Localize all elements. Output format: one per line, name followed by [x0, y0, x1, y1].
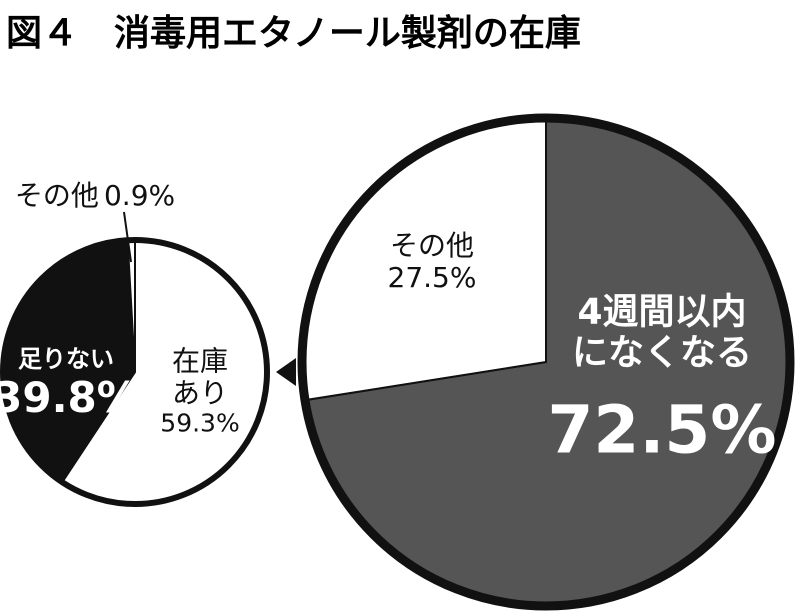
callout-arrow: [276, 358, 296, 386]
category-label: その他: [389, 228, 475, 262]
category-label: 4週間以内になくなる: [571, 291, 752, 375]
value-label: 39.8%: [0, 372, 139, 422]
slice-label: 足りない 39.8%: [0, 345, 139, 422]
chart-title: 図４ 消毒用エタノール製剤の在庫: [6, 13, 581, 54]
slice-label: 在庫あり 59.3%: [160, 345, 239, 438]
category-label: その他: [14, 178, 99, 212]
slice-label: 4週間以内になくなる 72.5%: [548, 292, 777, 469]
slice-label: その他 27.5%: [387, 228, 477, 294]
value-label: 59.3%: [160, 408, 240, 438]
pie-outline: [0, 237, 270, 507]
slice-label: その他 0.9%: [14, 178, 176, 212]
value-label: 0.9%: [103, 178, 176, 212]
leader-line: [123, 211, 132, 263]
value-label: 27.5%: [387, 261, 477, 294]
category-label: 足りない: [18, 345, 114, 374]
pie-outline: [297, 113, 795, 611]
value-label: 72.5%: [547, 391, 777, 469]
category-label: 在庫あり: [171, 344, 228, 410]
